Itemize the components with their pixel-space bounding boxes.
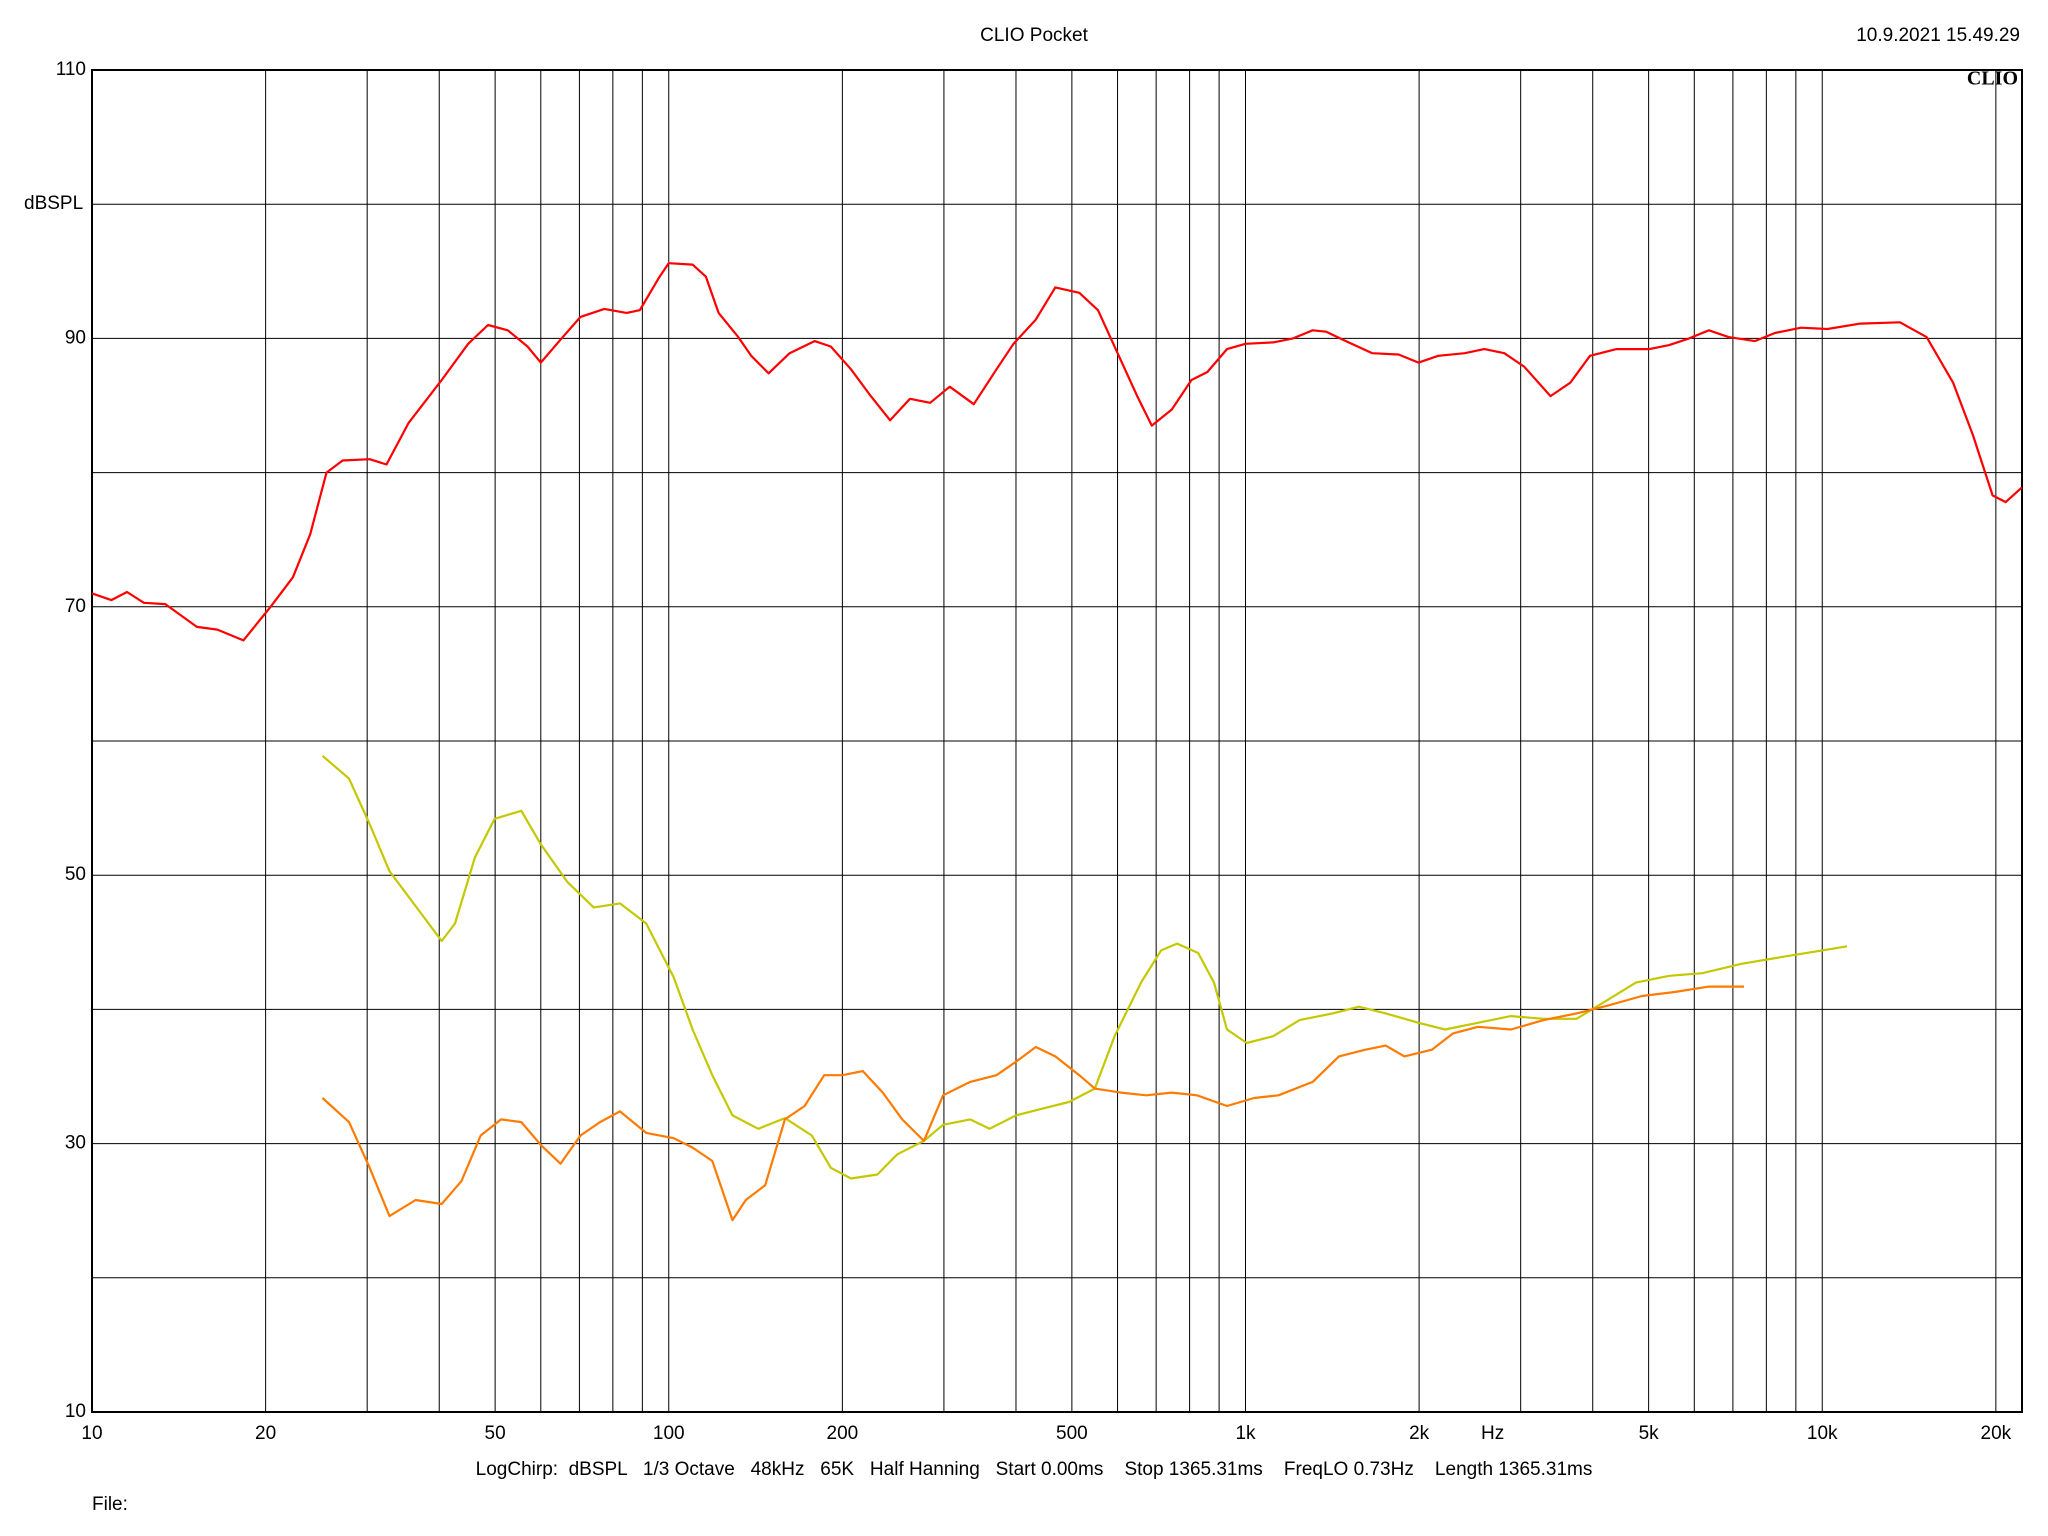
x-tick-label: 5k — [1639, 1423, 1660, 1444]
series-line — [91, 262, 2023, 642]
y-axis-label: dBSPL — [24, 193, 83, 214]
y-tick-label: 30 — [65, 1133, 86, 1154]
y-tick-label: 90 — [65, 327, 86, 348]
x-tick-label: 2k — [1409, 1423, 1430, 1444]
plot-frame — [91, 69, 2023, 1413]
x-tick-label: 20k — [1981, 1423, 2012, 1444]
x-tick-label: 10 — [81, 1423, 102, 1444]
y-tick-label: 10 — [65, 1401, 86, 1422]
x-tick-label: 50 — [485, 1423, 506, 1444]
y-tick-label: 70 — [65, 596, 86, 617]
brand: CLIO — [1967, 68, 2018, 90]
timestamp: 10.9.2021 15.49.29 — [1856, 25, 2020, 46]
x-axis-label: Hz — [1481, 1423, 1504, 1444]
x-tick-label: 500 — [1056, 1423, 1088, 1444]
x-tick-label: 10k — [1807, 1423, 1838, 1444]
x-tick-label: 100 — [653, 1423, 685, 1444]
y-tick-label: 110 — [56, 59, 86, 80]
x-tick-label: 200 — [827, 1423, 859, 1444]
settings-line: LogChirp: dBSPL 1/3 Octave 48kHz 65K Hal… — [476, 1459, 1593, 1480]
y-tick-label: 50 — [65, 864, 86, 885]
x-tick-label: 1k — [1235, 1423, 1256, 1444]
chart-title: CLIO Pocket — [980, 25, 1088, 46]
series-line — [321, 985, 1744, 1222]
file-label: File: — [92, 1494, 128, 1515]
x-tick-label: 20 — [255, 1423, 276, 1444]
series-line — [321, 754, 1848, 1180]
